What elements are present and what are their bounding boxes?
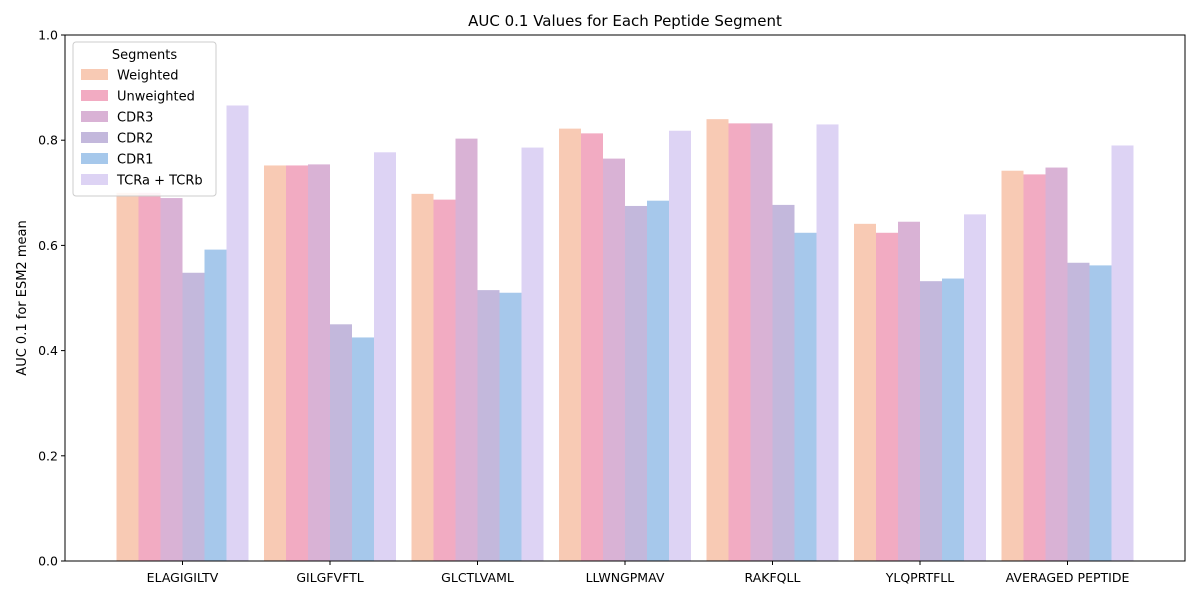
legend-swatch [81,174,108,185]
chart-title: AUC 0.1 Values for Each Peptide Segment [468,12,782,30]
bar-tcra-tcrb-averaged-peptide [1111,145,1134,561]
legend-label: CDR2 [117,132,153,147]
y-tick-label: 0.4 [38,343,58,358]
bar-cdr1-averaged-peptide [1089,265,1112,561]
bar-unweighted-averaged-peptide [1023,174,1046,561]
bar-unweighted-glctlvaml [433,199,456,561]
y-tick-label: 0.2 [38,448,58,463]
bar-cdr3-elagigiltv [160,198,183,561]
bar-tcra-tcrb-ylqprtfll [964,214,986,561]
bar-weighted-llwngpmav [559,128,581,562]
legend-swatch [81,132,108,143]
y-tick-label: 0.8 [38,133,58,148]
bar-tcra-tcrb-elagigiltv [226,105,249,561]
legend-label: CDR3 [117,111,153,126]
legend-label: Unweighted [117,90,195,105]
bar-tcra-tcrb-llwngpmav [669,130,691,561]
legend-box [72,41,217,197]
legend-label: TCRa + TCRb [116,174,203,189]
bar-cdr2-gilgfvftl [330,324,352,561]
bar-cdr1-gilgfvftl [352,337,374,561]
legend: Segments Weighted Unweighted CDR3 CDR2 CDR1 TC… [72,41,217,197]
bar-cdr1-ylqprtfll [942,278,964,561]
bar-weighted-gilgfvftl [264,165,286,561]
x-tick-label: RAKFQLL [745,570,801,585]
bar-cdr2-elagigiltv [182,272,205,561]
x-tick-label: GLCTLVAML [441,570,514,585]
x-tick-label: YLQPRTFLL [885,570,955,585]
legend-label: CDR1 [117,153,153,168]
bar-weighted-elagigiltv [116,192,139,562]
bar-cdr2-ylqprtfll [920,281,942,561]
x-tick-label: AVERAGED PEPTIDE [1006,570,1130,585]
bar-unweighted-llwngpmav [581,133,603,561]
y-tick-label: 0.6 [38,238,58,253]
bar-cdr3-averaged-peptide [1045,167,1068,561]
bar-tcra-tcrb-gilgfvftl [374,152,396,561]
legend-label: Weighted [117,69,179,84]
bar-weighted-ylqprtfll [854,223,876,562]
y-tick-label: 0.0 [38,554,58,569]
bar-cdr3-rakfqll [750,123,773,562]
bar-cdr1-glctlvaml [499,292,522,561]
bar-cdr3-gilgfvftl [308,164,330,561]
x-tick-label: GILGFVFTL [296,570,363,585]
bar-cdr2-llwngpmav [625,205,647,561]
legend-swatch [81,111,108,122]
y-axis-ticks: 0.0 0.2 0.4 0.6 0.8 1.0 [38,28,65,569]
bars-group [116,105,1134,562]
bar-cdr2-glctlvaml [477,290,500,561]
bar-tcra-tcrb-rakfqll [816,124,839,562]
legend-swatch [81,69,108,80]
bar-unweighted-gilgfvftl [286,165,308,561]
legend-swatch [81,90,108,101]
bar-unweighted-elagigiltv [138,192,161,562]
bar-weighted-rakfqll [706,119,729,561]
x-tick-label: LLWNGPMAV [586,570,665,585]
bar-cdr1-elagigiltv [204,249,227,561]
bar-cdr3-glctlvaml [455,138,478,561]
y-axis-title: AUC 0.1 for ESM2 mean [15,220,30,375]
bar-cdr1-llwngpmav [647,200,669,561]
bar-weighted-glctlvaml [411,193,434,562]
bar-unweighted-rakfqll [728,123,751,562]
x-axis-ticks: ELAGIGILTV GILGFVFTL GLCTLVAML LLWNGPMAV RAK… [147,561,1130,585]
bar-unweighted-ylqprtfll [876,232,898,561]
y-tick-label: 1.0 [38,28,58,43]
bar-weighted-averaged-peptide [1001,170,1024,561]
bar-cdr2-averaged-peptide [1067,262,1090,561]
x-tick-label: ELAGIGILTV [147,570,219,585]
legend-title: Segments [112,48,178,63]
bar-cdr3-ylqprtfll [898,221,920,562]
bar-cdr2-rakfqll [772,204,795,561]
bar-tcra-tcrb-glctlvaml [521,147,544,561]
bar-cdr3-llwngpmav [603,158,625,562]
legend-swatch [81,153,108,164]
bar-cdr1-rakfqll [794,232,817,561]
